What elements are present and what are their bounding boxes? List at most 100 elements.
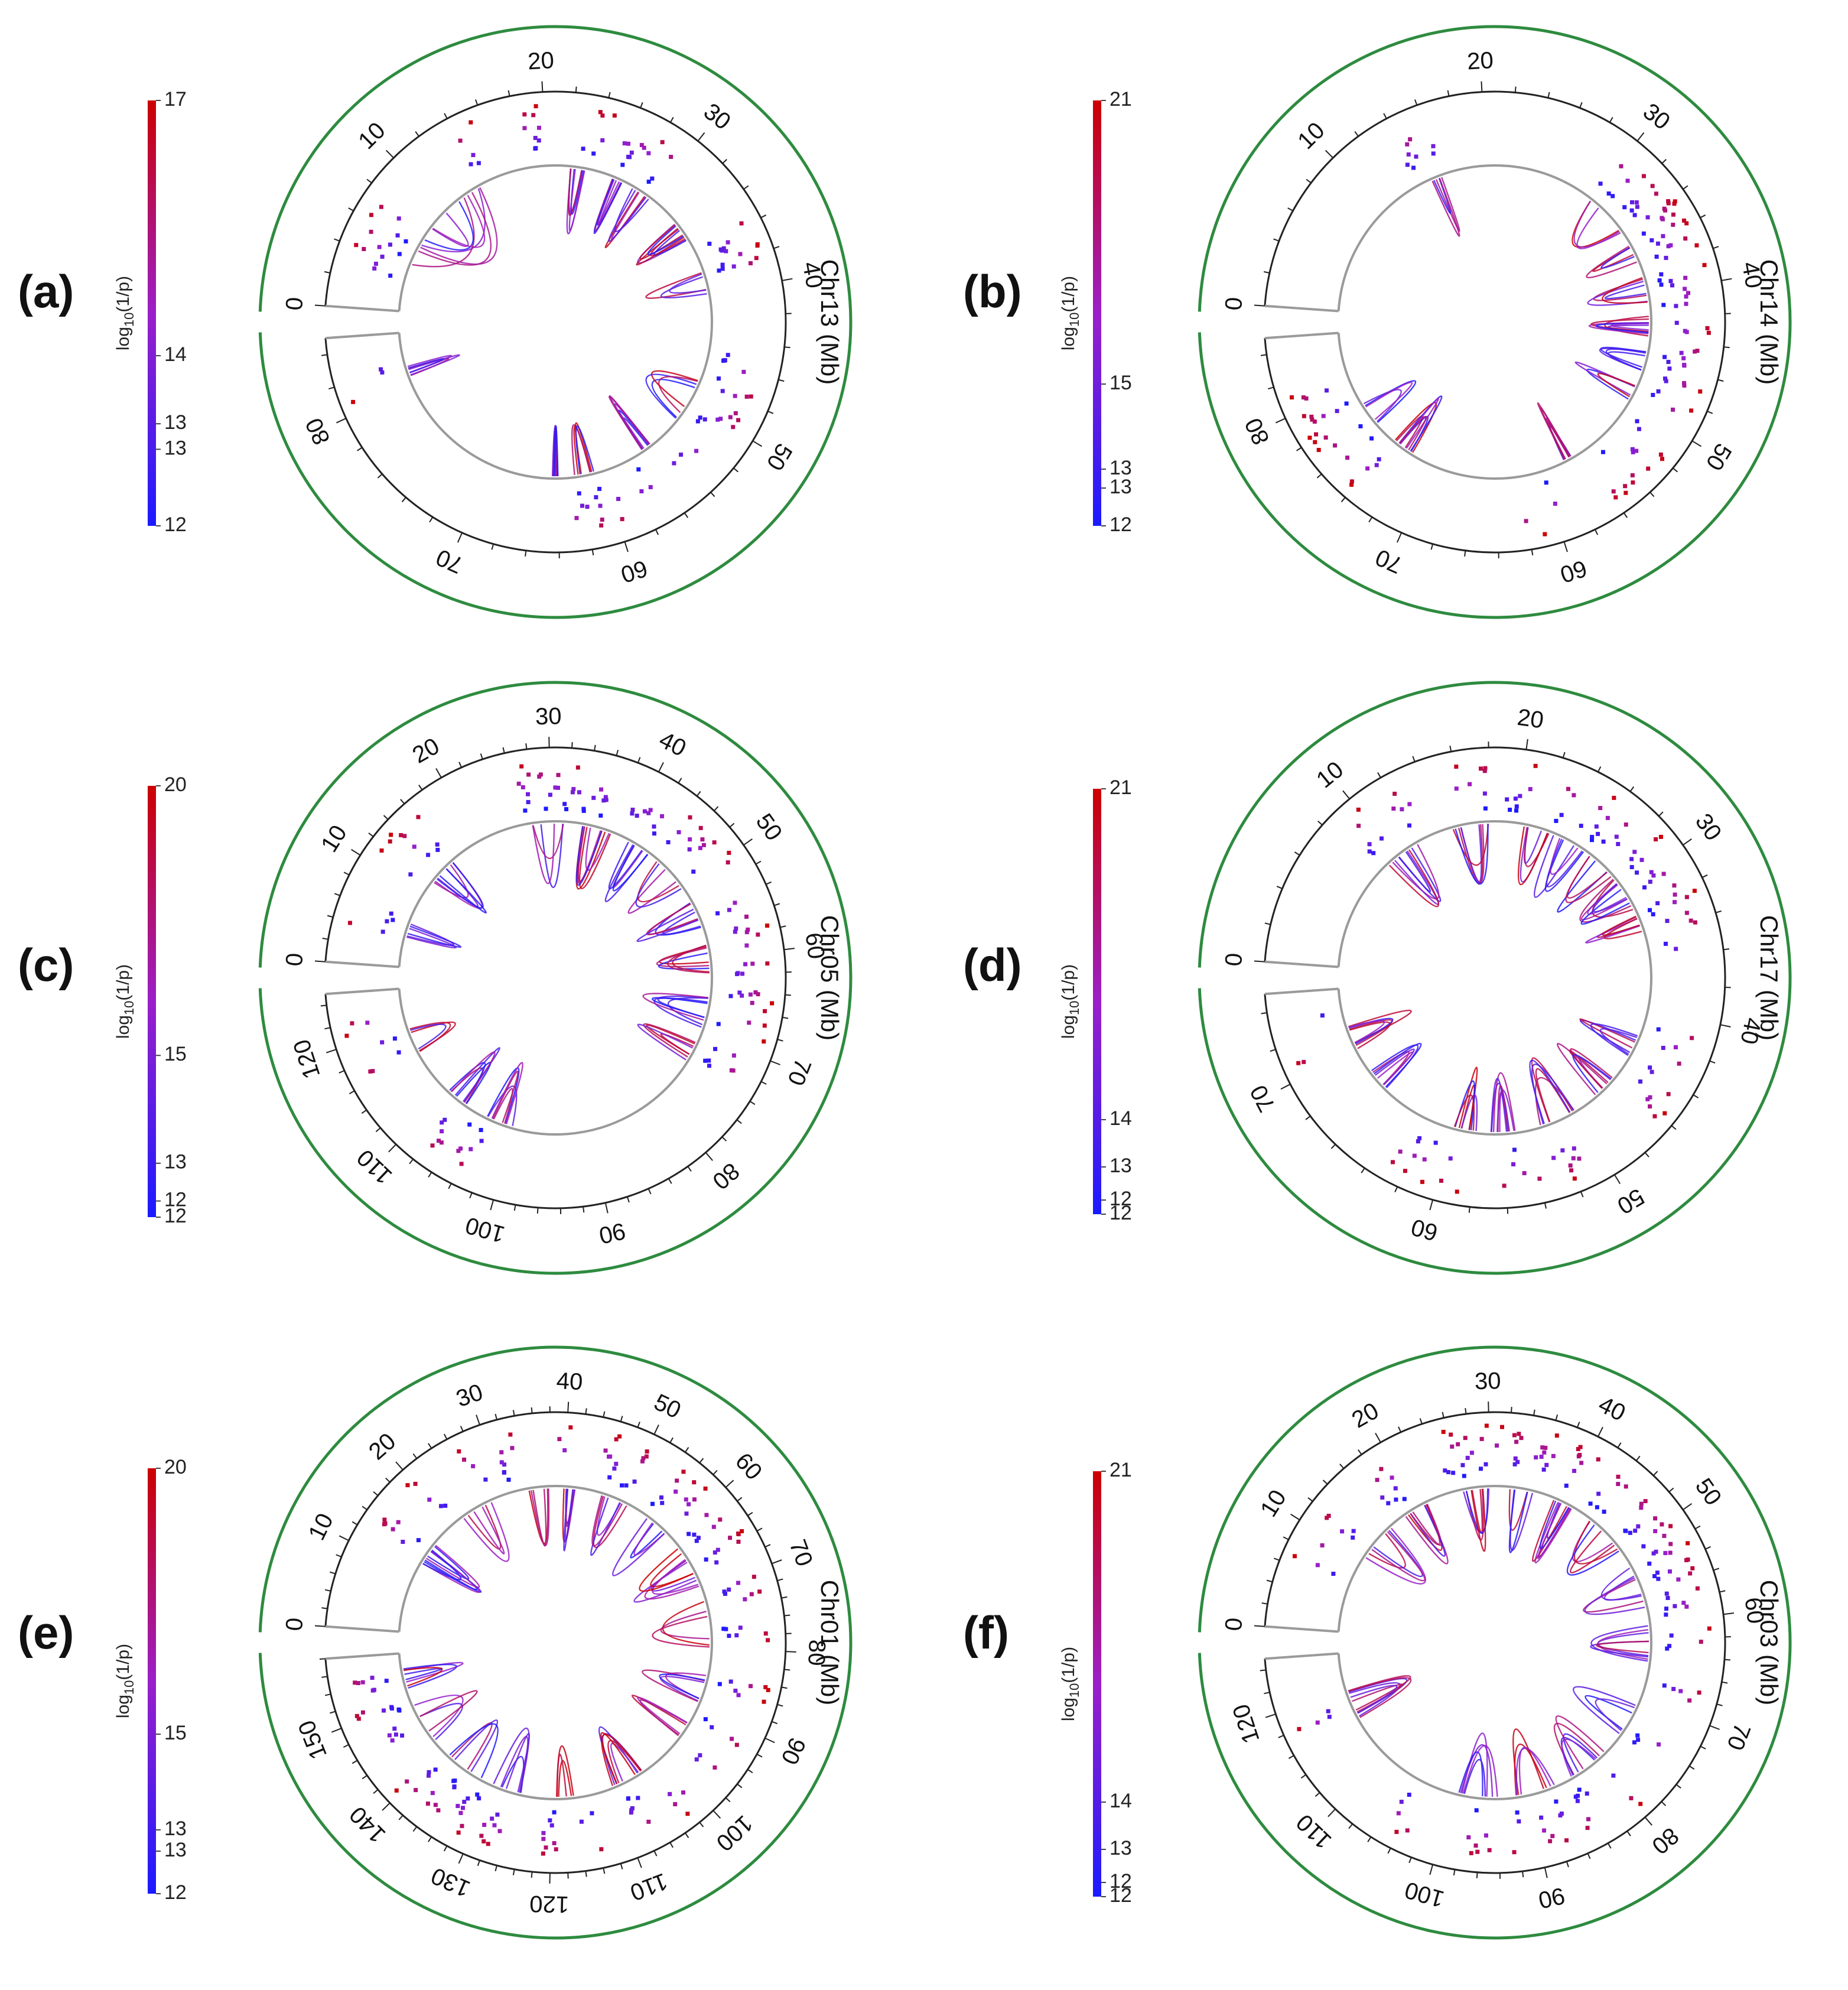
minor-tick [1623,512,1628,518]
snp-point [380,1040,385,1045]
snp-point [1356,807,1361,812]
panel-0: (a) 0 10 20 30 40 50 60 70 80 Chr13 (Mb) log10(1/p)… [18,25,853,619]
tick-label: 30 [1690,809,1727,846]
snp-point [1652,1574,1657,1579]
snp-point [486,1842,490,1846]
snp-point [1702,263,1707,268]
minor-tick [1629,786,1635,792]
link-arc [463,1502,510,1562]
minor-tick [777,1703,783,1707]
snp-point [1524,519,1528,523]
tick-label: 60 [1408,1214,1441,1246]
link-arc [1349,1021,1391,1049]
snp-point [1465,1455,1470,1460]
snp-point [1648,879,1652,884]
minor-tick [766,881,772,885]
snp-point [522,112,527,117]
link-arc [408,357,445,373]
link-arc [611,191,646,240]
link-arc [1492,1072,1516,1133]
link-arc [1533,835,1575,898]
snp-point [1684,221,1689,226]
snp-point [646,1819,651,1824]
minor-tick [1522,1871,1524,1878]
minor-tick [733,467,738,473]
minor-tick [1715,910,1722,913]
snp-point [502,1470,506,1475]
snp-point [479,1127,483,1132]
minor-tick [1278,1734,1284,1738]
major-tick [604,1202,609,1214]
snp-point [482,1822,487,1827]
link-arc [612,844,649,892]
snp-point [675,1478,679,1483]
link-arc [1455,824,1489,885]
link-arc [1592,883,1628,913]
link-arc [1557,1043,1608,1095]
tick-label: 30 [1474,1368,1501,1394]
snp-point [698,825,703,830]
minor-tick [460,1426,464,1432]
snp-point [1611,489,1616,494]
snp-point [762,1023,767,1028]
snp-point [1684,301,1688,306]
link-arc [425,1544,480,1588]
snp-point [1658,452,1663,457]
link-arc [432,194,486,248]
outer-ring [258,681,853,1275]
snp-point [522,126,527,131]
snp-point [354,1713,359,1718]
snp-point [1586,1817,1591,1822]
snp-point [1694,243,1699,248]
minor-tick [1533,1409,1535,1416]
snp-point [394,1788,399,1793]
snp-point [1518,794,1522,798]
snp-point [1632,1740,1636,1745]
snp-point [401,1539,405,1544]
minor-tick [1700,1745,1706,1750]
snp-point [1515,1459,1520,1464]
minor-tick [1671,1125,1677,1130]
snp-point [660,1501,665,1505]
link-arc [434,864,469,899]
minor-tick [1716,1703,1723,1706]
snp-point [1647,1561,1652,1566]
minor-tick [1717,379,1724,382]
link-arc [1348,1020,1385,1043]
track-notch [325,331,399,340]
snp-point [1454,765,1459,769]
minor-tick [409,1159,414,1165]
snp-point [607,1475,612,1480]
snp-point [725,240,730,245]
link-arc [607,1739,642,1784]
snp-point [1558,1813,1563,1817]
snp-point [1684,911,1689,915]
minor-tick [383,815,389,820]
snp-point [1630,473,1635,477]
major-tick [1613,1174,1621,1185]
snp-point [1634,200,1639,205]
link-arc [1560,1737,1595,1776]
snp-point [1674,304,1678,308]
minor-tick [781,1596,788,1599]
snp-point [1651,912,1655,916]
snp-point [479,1139,484,1143]
snp-point [688,815,692,820]
snp-point [1314,432,1319,437]
minor-tick [1547,92,1550,98]
chromosome-label: Chr17 (Mb) [1755,915,1783,1040]
snp-point [694,1539,699,1543]
snp-point [622,141,627,146]
snp-point [1578,1445,1583,1449]
colorbar-label: 21 [1110,776,1132,799]
link-arc [1365,382,1413,420]
snp-point [508,1432,513,1437]
minor-tick [1562,752,1566,758]
snp-point [1623,1484,1628,1489]
colorbar-title: log10(1/p) [113,276,136,350]
snp-point [467,1122,472,1127]
snp-point [681,1469,686,1474]
minor-tick [1709,1060,1716,1064]
snp-point [1367,842,1372,847]
snp-point [1301,395,1306,400]
